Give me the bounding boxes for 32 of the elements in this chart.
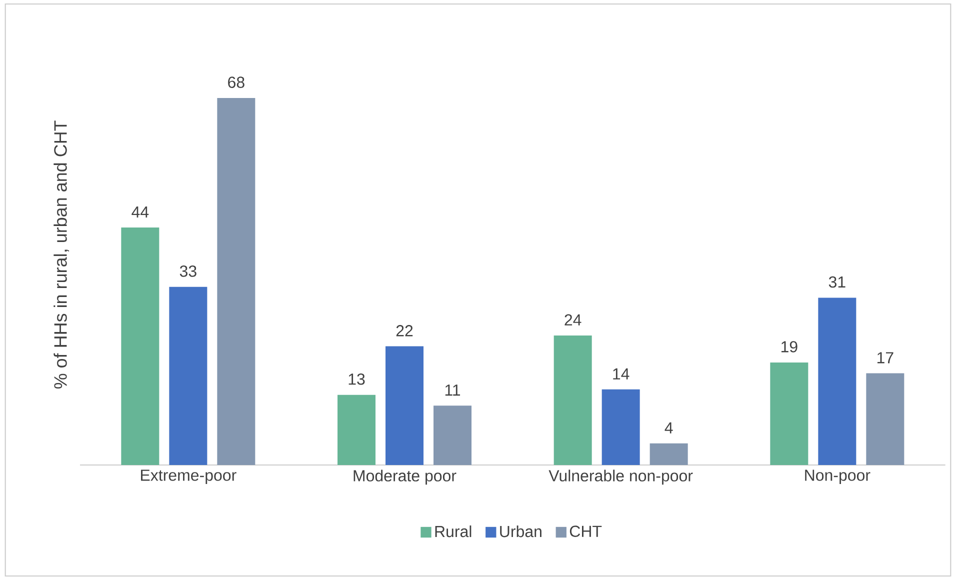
legend-label: Rural [435, 525, 472, 538]
data-label: 17 [877, 352, 894, 364]
data-label: 13 [348, 373, 365, 385]
data-label: 31 [828, 276, 846, 288]
x-tick-label: Non-poor [805, 470, 870, 484]
bar [338, 394, 376, 465]
data-label: 4 [664, 422, 673, 434]
data-label: 22 [396, 325, 413, 336]
x-tick-label: Moderate poor [354, 470, 456, 485]
bar [770, 362, 808, 465]
y-axis-title: % of HHs in rural, urban and CHT [54, 120, 70, 389]
x-tick-label: Vulnerable non-poor [548, 470, 693, 485]
data-label: 44 [132, 206, 149, 218]
bar [169, 286, 208, 465]
data-label: 11 [445, 384, 460, 396]
data-label: 24 [564, 314, 582, 326]
bar [217, 98, 256, 465]
legend-label: CHT [570, 526, 602, 537]
bar [121, 228, 160, 465]
data-label: 14 [613, 368, 630, 380]
bar [386, 346, 424, 465]
legend-label: Urban [500, 525, 542, 538]
bar [554, 335, 592, 465]
x-tick-label: Extreme-poor [141, 470, 236, 484]
bar [866, 373, 904, 465]
data-label: 33 [180, 266, 196, 277]
data-label: 68 [228, 76, 244, 88]
bar [602, 389, 640, 465]
bar [434, 406, 472, 465]
data-label: 19 [781, 341, 798, 352]
bar [650, 443, 688, 465]
bar [818, 298, 856, 465]
